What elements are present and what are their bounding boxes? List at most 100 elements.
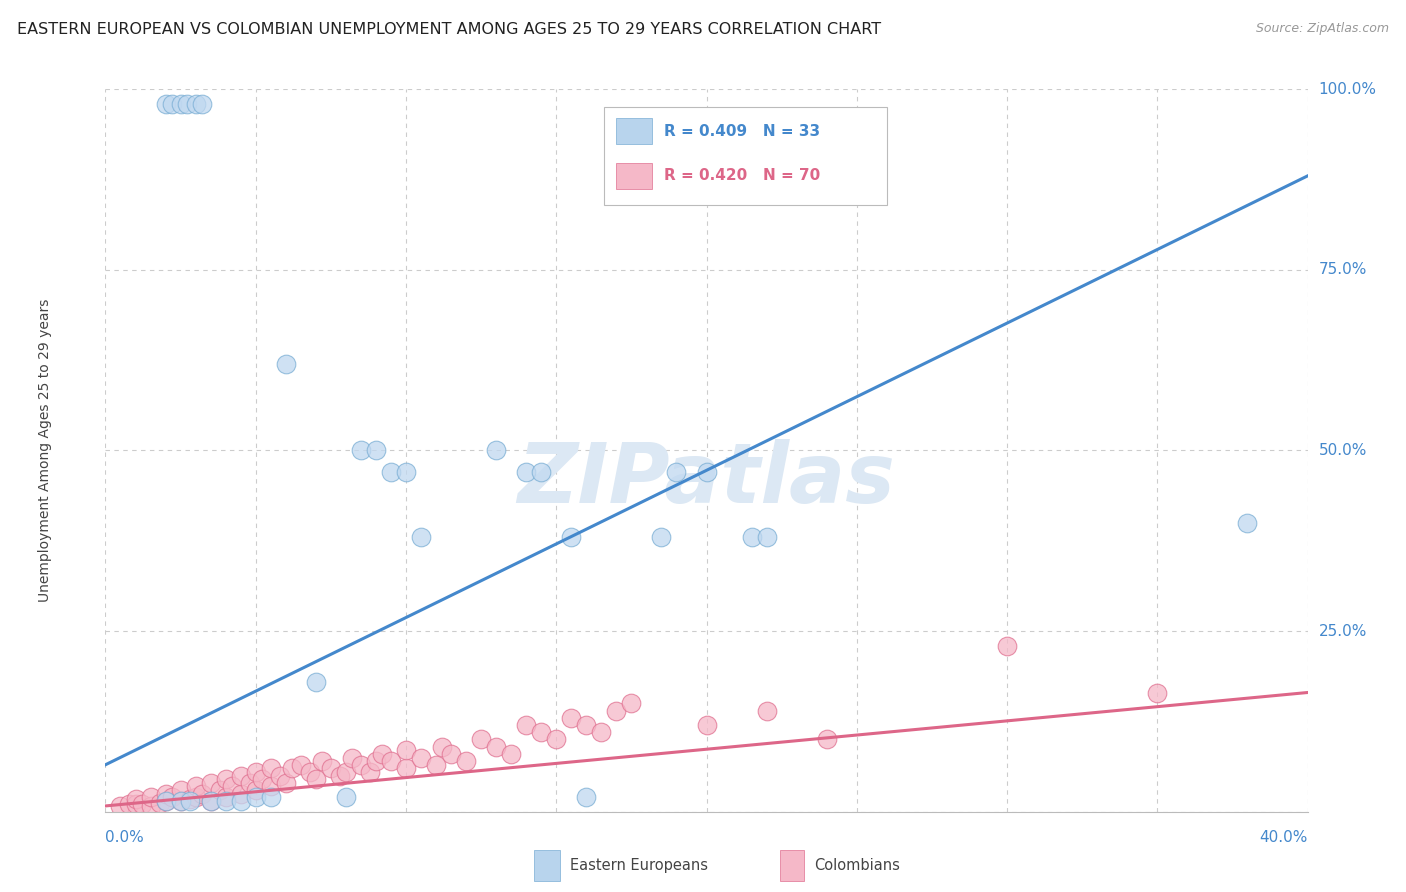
Text: EASTERN EUROPEAN VS COLOMBIAN UNEMPLOYMENT AMONG AGES 25 TO 29 YEARS CORRELATION: EASTERN EUROPEAN VS COLOMBIAN UNEMPLOYME… [17,22,882,37]
Point [124,791,146,805]
Point [485,443,508,458]
Point [214,794,236,808]
Point [380,754,402,768]
Point [591,725,613,739]
Point [245,790,267,805]
Text: 25.0%: 25.0% [1319,624,1367,639]
Point [409,750,432,764]
Point [169,96,191,111]
Point [409,530,432,544]
Point [560,711,582,725]
Point [208,783,231,797]
Point [755,704,778,718]
Point [605,704,627,718]
Text: R = 0.420   N = 70: R = 0.420 N = 70 [665,169,821,184]
Point [169,783,191,797]
Point [118,797,141,812]
Point [245,783,267,797]
Point [696,718,718,732]
Point [169,794,191,808]
Point [560,530,582,544]
Point [665,465,688,479]
Point [179,791,201,805]
Point [371,747,394,761]
Point [190,787,212,801]
Point [575,790,598,805]
Text: Unemployment Among Ages 25 to 29 years: Unemployment Among Ages 25 to 29 years [38,299,52,602]
Point [575,718,598,732]
Point [260,790,283,805]
Point [221,780,243,794]
Point [184,790,207,805]
Point [335,764,357,779]
Point [139,790,162,805]
Point [290,757,312,772]
Point [1146,685,1168,699]
Point [155,794,177,808]
Point [148,796,170,810]
Point [350,443,373,458]
Point [184,96,207,111]
Point [176,96,198,111]
Point [155,794,177,808]
Text: 40.0%: 40.0% [1260,830,1308,845]
Point [245,764,267,779]
Point [440,747,463,761]
Point [139,799,162,814]
Point [260,761,283,775]
Point [329,768,352,783]
Point [229,794,252,808]
Point [184,780,207,794]
FancyBboxPatch shape [605,107,887,205]
Point [229,768,252,783]
Point [229,787,252,801]
Point [340,750,363,764]
Point [200,776,222,790]
Point [124,797,146,812]
Point [155,96,177,111]
Point [650,530,672,544]
Text: R = 0.409   N = 33: R = 0.409 N = 33 [665,124,821,138]
Text: ZIPatlas: ZIPatlas [517,439,896,520]
Text: 0.0%: 0.0% [105,830,145,845]
Point [395,465,418,479]
Point [395,743,418,757]
Point [200,794,222,808]
Point [530,725,553,739]
Point [305,674,328,689]
Point [274,776,297,790]
Point [250,772,273,787]
Point [501,747,523,761]
Point [380,465,402,479]
Point [298,764,321,779]
Text: Colombians: Colombians [814,858,900,872]
Point [305,772,328,787]
Point [200,794,222,808]
Point [335,790,357,805]
Point [110,799,132,814]
Point [190,96,212,111]
Point [311,754,333,768]
Point [470,732,492,747]
Point [155,787,177,801]
Point [430,739,453,754]
Point [485,739,508,754]
Point [454,754,477,768]
Point [395,761,418,775]
Bar [780,849,804,881]
Text: 100.0%: 100.0% [1319,82,1376,96]
Point [269,768,291,783]
Bar [616,163,652,189]
Point [755,530,778,544]
Point [620,696,643,710]
Bar [616,118,652,145]
Bar [534,849,560,881]
Point [169,794,191,808]
Point [319,761,342,775]
Point [425,757,447,772]
Point [741,530,763,544]
Point [515,718,537,732]
Point [179,794,201,808]
Point [546,732,568,747]
Point [364,754,387,768]
